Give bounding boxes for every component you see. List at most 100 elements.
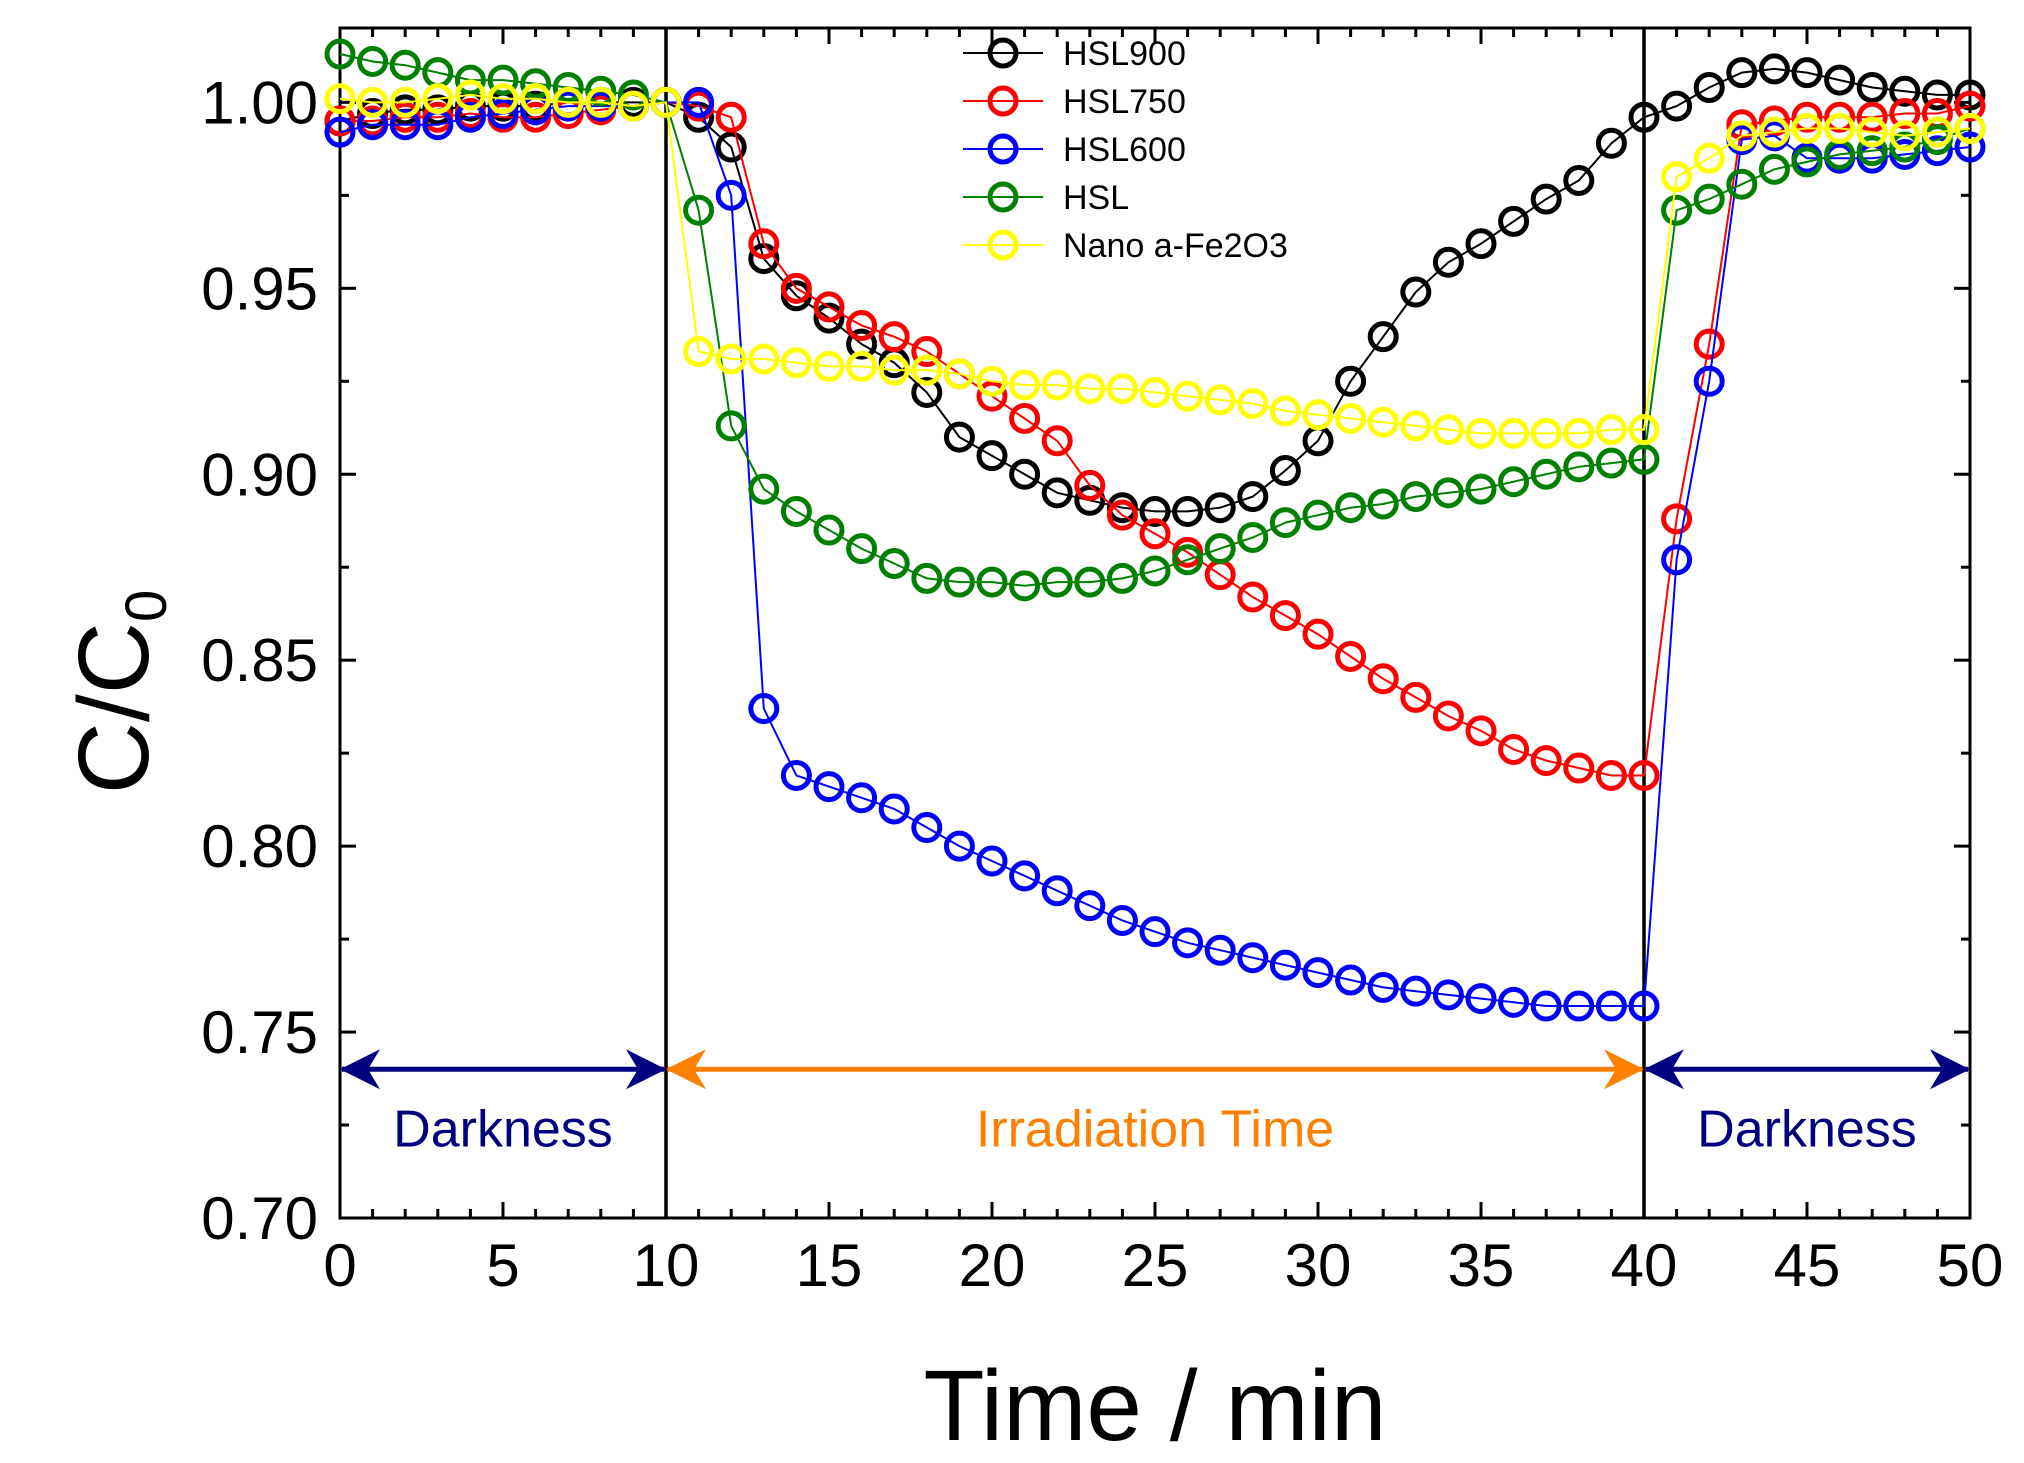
- data-point: [1498, 466, 1530, 498]
- data-point: [1009, 402, 1041, 434]
- legend: HSL900 HSL750 HSL600 HSL Nano a-Fe2O3: [963, 35, 1288, 265]
- data-point: [1237, 388, 1269, 420]
- data-point: [878, 793, 910, 825]
- data-point: [520, 83, 552, 115]
- data-point: [1204, 384, 1236, 416]
- data-point: [976, 845, 1008, 877]
- data-point: [780, 347, 812, 379]
- data-point: [780, 272, 812, 304]
- data-point: [1628, 759, 1660, 791]
- data-point: [1563, 752, 1595, 784]
- data-point: [1106, 373, 1138, 405]
- data-point: [1824, 101, 1856, 133]
- data-point: [1400, 276, 1432, 308]
- data-point: [1856, 72, 1888, 103]
- data-point: [520, 68, 552, 100]
- data-point: [1367, 406, 1399, 438]
- data-point: [1758, 53, 1790, 85]
- plot-frame: [338, 26, 1972, 1220]
- data-point: [943, 566, 975, 598]
- data-point: [1139, 555, 1171, 587]
- data-point: [748, 693, 780, 725]
- data-point: [1824, 64, 1856, 96]
- y-tick-label: 0.70: [201, 1185, 318, 1252]
- data-point: [324, 38, 356, 70]
- legend-marker: [987, 37, 1019, 69]
- data-point: [1172, 927, 1204, 959]
- data-point: [1400, 481, 1432, 513]
- data-point: [1889, 131, 1921, 163]
- data-point: [943, 358, 975, 390]
- data-point: [911, 336, 943, 368]
- data-point: [1041, 477, 1073, 509]
- data-point: [1563, 164, 1595, 196]
- y-tick-label: 0.75: [201, 999, 318, 1066]
- data-point: [1693, 72, 1725, 103]
- legend-label: HSL750: [1063, 83, 1186, 121]
- data-point: [650, 86, 682, 118]
- data-point: [1009, 860, 1041, 892]
- data-point: [1758, 105, 1790, 137]
- data-point: [1954, 79, 1986, 111]
- data-point: [617, 79, 649, 111]
- data-point: [1400, 410, 1432, 442]
- y-axis-title: C/C0: [58, 590, 179, 794]
- data-point: [1204, 934, 1236, 966]
- data-point: [1889, 75, 1921, 107]
- data-point: [1172, 544, 1204, 576]
- data-point: [1595, 127, 1627, 159]
- data-point: [422, 83, 454, 115]
- x-tick-label: 20: [959, 1232, 1026, 1299]
- svg-text:C/C0: C/C0: [58, 590, 179, 794]
- data-point: [1269, 949, 1301, 981]
- data-point: [1465, 715, 1497, 747]
- data-point: [1595, 414, 1627, 446]
- x-axis-title: Time / min: [924, 1350, 1387, 1462]
- data-point: [1563, 417, 1595, 449]
- data-point: [1498, 205, 1530, 237]
- x-tick-label: 30: [1285, 1232, 1352, 1299]
- data-point: [943, 421, 975, 453]
- legend-label: Nano a-Fe2O3: [1063, 227, 1288, 265]
- data-point: [715, 410, 747, 442]
- legend-item: HSL750: [963, 83, 1186, 121]
- y-tick-label: 0.95: [201, 255, 318, 322]
- data-point: [911, 376, 943, 408]
- data-point: [1563, 451, 1595, 483]
- data-point: [1074, 484, 1106, 516]
- legend-item: HSL900: [963, 35, 1186, 73]
- data-point: [487, 64, 519, 96]
- data-point: [1530, 458, 1562, 490]
- data-point: [943, 830, 975, 862]
- data-point: [846, 782, 878, 814]
- legend-marker: [987, 181, 1019, 213]
- legend-item: HSL600: [963, 131, 1186, 169]
- data-point: [1335, 640, 1367, 672]
- data-point: [878, 548, 910, 579]
- data-point: [1237, 942, 1269, 974]
- data-point: [1595, 759, 1627, 791]
- data-point: [454, 101, 486, 133]
- data-point: [1367, 663, 1399, 695]
- y-axis-title-subscript: 0: [114, 590, 179, 622]
- data-point: [1041, 875, 1073, 907]
- data-point: [585, 86, 617, 118]
- data-point: [1465, 473, 1497, 505]
- data-point: [683, 194, 715, 226]
- data-point: [1400, 681, 1432, 713]
- data-point: [1921, 135, 1953, 167]
- data-point: [911, 354, 943, 386]
- legend-marker: [987, 229, 1019, 261]
- data-point: [715, 343, 747, 375]
- data-point: [1237, 521, 1269, 553]
- data-point: [1335, 964, 1367, 996]
- data-point: [1661, 161, 1693, 193]
- data-point: [1172, 380, 1204, 412]
- y-tick-label: 0.85: [201, 627, 318, 694]
- data-point: [1498, 733, 1530, 765]
- data-point: [1530, 183, 1562, 215]
- data-point: [976, 365, 1008, 397]
- data-point: [1498, 986, 1530, 1018]
- data-point: [389, 86, 421, 118]
